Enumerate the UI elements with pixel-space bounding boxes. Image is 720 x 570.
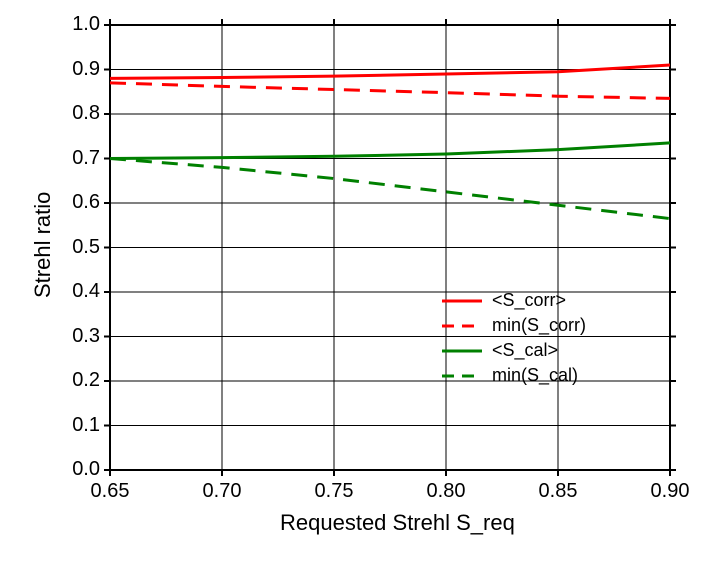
- x-tick-label: 0.65: [80, 480, 140, 503]
- y-tick-label: 0.1: [50, 414, 100, 437]
- y-tick-label: 0.9: [50, 58, 100, 81]
- legend-swatch: [440, 294, 484, 308]
- y-tick-label: 0.6: [50, 191, 100, 214]
- x-tick-label: 0.90: [640, 480, 700, 503]
- series-line: [110, 65, 670, 78]
- series-line: [110, 159, 670, 219]
- chart-container: Strehl ratio Requested Strehl S_req <S_c…: [0, 0, 720, 570]
- x-axis-label: Requested Strehl S_req: [280, 510, 515, 536]
- y-tick-label: 0.8: [50, 102, 100, 125]
- series-line: [110, 143, 670, 159]
- legend-label: <S_corr>: [492, 290, 566, 311]
- x-tick-label: 0.85: [528, 480, 588, 503]
- x-tick-label: 0.75: [304, 480, 364, 503]
- legend-label: min(S_cal): [492, 365, 578, 386]
- legend: <S_corr> min(S_corr) <S_cal> min(S_cal): [440, 290, 586, 390]
- legend-item: min(S_corr): [440, 315, 586, 336]
- x-tick-label: 0.80: [416, 480, 476, 503]
- series-line: [110, 83, 670, 99]
- y-tick-label: 0.0: [50, 458, 100, 481]
- x-tick-label: 0.70: [192, 480, 252, 503]
- y-tick-label: 0.7: [50, 147, 100, 170]
- legend-item: <S_cal>: [440, 340, 586, 361]
- legend-swatch: [440, 344, 484, 358]
- legend-item: min(S_cal): [440, 365, 586, 386]
- legend-item: <S_corr>: [440, 290, 586, 311]
- legend-label: min(S_corr): [492, 315, 586, 336]
- legend-swatch: [440, 319, 484, 333]
- y-tick-label: 0.3: [50, 325, 100, 348]
- legend-label: <S_cal>: [492, 340, 558, 361]
- y-tick-label: 0.5: [50, 236, 100, 259]
- legend-swatch: [440, 369, 484, 383]
- y-tick-label: 0.4: [50, 280, 100, 303]
- y-tick-label: 0.2: [50, 369, 100, 392]
- y-tick-label: 1.0: [50, 13, 100, 36]
